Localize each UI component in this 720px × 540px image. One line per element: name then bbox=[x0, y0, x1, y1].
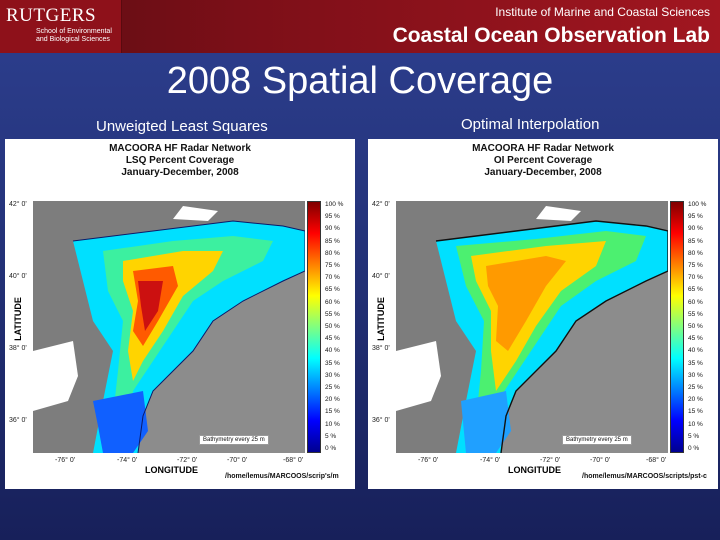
map-title-line-2: OI Percent Coverage bbox=[493, 155, 593, 166]
colorbar-label: 85 % bbox=[688, 237, 703, 245]
lon-tick: -76° 0' bbox=[55, 457, 76, 464]
file-path: /home/lemus/MARCOOS/scripts/pst-c bbox=[582, 473, 707, 480]
colorbar-label: 75 % bbox=[325, 262, 340, 269]
lon-tick: -72° 0' bbox=[177, 457, 198, 464]
lon-tick: -70° 0' bbox=[590, 457, 611, 464]
colorbar-label: 25 % bbox=[325, 384, 340, 391]
colorbar-label: 35 % bbox=[325, 359, 340, 367]
coverage-map-graphic bbox=[396, 201, 668, 453]
lon-tick: -74° 0' bbox=[480, 457, 501, 464]
map-title-line-3: January-December, 2008 bbox=[121, 167, 239, 178]
colorbar-label: 60 % bbox=[688, 298, 703, 306]
colorbar-label: 20 % bbox=[325, 396, 340, 404]
lon-tick: -74° 0' bbox=[117, 457, 138, 464]
colorbar-label: 100 % bbox=[325, 201, 344, 208]
colorbar-label: 70 % bbox=[688, 274, 703, 282]
slide-title: 2008 Spatial Coverage bbox=[166, 60, 554, 102]
colorbar-label: 30 % bbox=[688, 371, 703, 379]
lat-tick: 38° 0' bbox=[372, 345, 390, 352]
colorbar-label: 40 % bbox=[688, 347, 703, 355]
colorbar-label: 15 % bbox=[688, 408, 703, 416]
colorbar-label: 35 % bbox=[688, 359, 703, 367]
lab-name: Coastal Ocean Observation Lab bbox=[392, 24, 710, 47]
colorbar-label: 95 % bbox=[325, 213, 340, 221]
latitude-axis-label: LATITUDE bbox=[375, 297, 386, 341]
colorbar-label: 10 % bbox=[325, 420, 340, 428]
lon-tick: -72° 0' bbox=[540, 457, 561, 464]
right-caption: Optimal Interpolation bbox=[461, 116, 600, 133]
lon-tick: -68° 0' bbox=[646, 457, 667, 464]
colorbar-label: 5 % bbox=[688, 432, 700, 440]
colorbar-label: 90 % bbox=[688, 225, 703, 233]
longitude-axis-label: LONGITUDE bbox=[508, 465, 561, 475]
logo-subtitle-1: School of Environmental bbox=[36, 28, 112, 35]
file-path: /home/lemus/MARCOOS/scrip's/m bbox=[225, 473, 339, 480]
lsq-coverage-map-panel: MACOORA HF Radar Network LSQ Percent Cov… bbox=[5, 139, 355, 489]
colorbar-label: 50 % bbox=[325, 323, 340, 330]
lat-tick: 36° 0' bbox=[9, 417, 27, 424]
colorbar-label: 80 % bbox=[325, 249, 340, 257]
colorbar-label: 30 % bbox=[325, 371, 340, 379]
longitude-axis-label: LONGITUDE bbox=[145, 465, 198, 475]
colorbar-label: 15 % bbox=[325, 408, 340, 416]
institute-name: Institute of Marine and Coastal Sciences bbox=[495, 5, 710, 19]
map-title: MACOORA HF Radar Network OI Percent Cove… bbox=[368, 143, 718, 179]
header-banner: RUTGERS School of Environmental and Biol… bbox=[0, 0, 720, 53]
lat-tick: 42° 0' bbox=[372, 201, 390, 208]
rutgers-logo: RUTGERS School of Environmental and Biol… bbox=[0, 0, 122, 53]
lat-tick: 40° 0' bbox=[9, 273, 27, 280]
colorbar-label: 0 % bbox=[688, 445, 700, 452]
bathymetry-legend: Bathymetry every 25 m bbox=[199, 435, 269, 445]
lon-tick: -76° 0' bbox=[418, 457, 439, 464]
colorbar bbox=[670, 201, 684, 453]
colorbar-label: 0 % bbox=[325, 445, 337, 452]
lat-tick: 42° 0' bbox=[9, 201, 27, 208]
colorbar-label: 95 % bbox=[688, 213, 703, 221]
coverage-map bbox=[33, 201, 305, 453]
colorbar bbox=[307, 201, 321, 453]
colorbar-label: 80 % bbox=[688, 249, 703, 257]
colorbar-label: 85 % bbox=[325, 237, 340, 245]
colorbar-label: 75 % bbox=[688, 262, 703, 269]
colorbar-label: 55 % bbox=[688, 310, 703, 318]
colorbar-label: 60 % bbox=[325, 298, 340, 306]
lon-tick: -70° 0' bbox=[227, 457, 248, 464]
colorbar-label: 10 % bbox=[688, 420, 703, 428]
colorbar-label: 65 % bbox=[688, 286, 703, 294]
logo-name: RUTGERS bbox=[6, 5, 97, 26]
colorbar-label: 55 % bbox=[325, 310, 340, 318]
coverage-map bbox=[396, 201, 668, 453]
left-caption: Unweigted Least Squares bbox=[96, 118, 268, 135]
colorbar-label: 100 % bbox=[688, 201, 707, 208]
colorbar-label: 45 % bbox=[325, 335, 340, 343]
bathymetry-legend: Bathymetry every 25 m bbox=[562, 435, 632, 445]
lat-tick: 40° 0' bbox=[372, 273, 390, 280]
colorbar-label: 65 % bbox=[325, 286, 340, 294]
map-title-line-1: MACOORA HF Radar Network bbox=[109, 143, 251, 154]
colorbar-label: 40 % bbox=[325, 347, 340, 355]
colorbar-label: 20 % bbox=[688, 396, 703, 404]
map-title-line-3: January-December, 2008 bbox=[484, 167, 602, 178]
colorbar-label: 70 % bbox=[325, 274, 340, 282]
coverage-map-graphic bbox=[33, 201, 305, 453]
lat-tick: 36° 0' bbox=[372, 417, 390, 424]
logo-subtitle-2: and Biological Sciences bbox=[36, 36, 110, 43]
colorbar-label: 45 % bbox=[688, 335, 703, 343]
colorbar-label: 50 % bbox=[688, 323, 703, 330]
map-title-line-1: MACOORA HF Radar Network bbox=[472, 143, 614, 154]
map-title-line-2: LSQ Percent Coverage bbox=[125, 155, 235, 166]
lon-tick: -68° 0' bbox=[283, 457, 304, 464]
colorbar-label: 90 % bbox=[325, 225, 340, 233]
colorbar-label: 5 % bbox=[325, 432, 337, 440]
latitude-axis-label: LATITUDE bbox=[12, 297, 23, 341]
colorbar-label: 25 % bbox=[688, 384, 703, 391]
oi-coverage-map-panel: MACOORA HF Radar Network OI Percent Cove… bbox=[368, 139, 718, 489]
lat-tick: 38° 0' bbox=[9, 345, 27, 352]
map-title: MACOORA HF Radar Network LSQ Percent Cov… bbox=[5, 143, 355, 179]
